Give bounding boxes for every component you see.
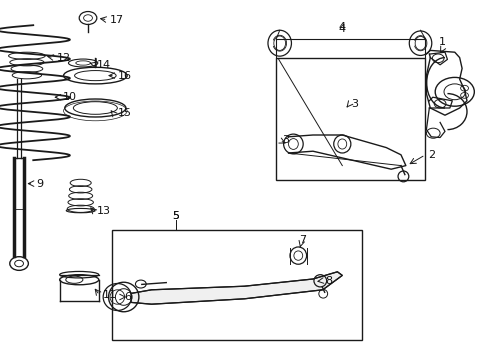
Text: 14: 14	[97, 60, 111, 70]
Text: 3: 3	[282, 135, 289, 145]
Text: 3: 3	[350, 99, 357, 109]
Text: 12: 12	[57, 53, 71, 63]
Text: 9: 9	[37, 179, 44, 189]
Text: 5: 5	[172, 211, 179, 221]
Text: 11: 11	[102, 290, 117, 300]
Text: 8: 8	[325, 276, 332, 286]
Text: 6: 6	[124, 292, 131, 302]
Text: 15: 15	[117, 108, 131, 118]
Text: 2: 2	[427, 150, 434, 160]
Text: 16: 16	[117, 71, 131, 81]
Text: 7: 7	[298, 235, 305, 245]
Text: 4: 4	[338, 24, 345, 34]
Text: 4: 4	[338, 22, 345, 32]
Text: 17: 17	[110, 15, 124, 25]
Text: 1: 1	[438, 37, 445, 47]
Text: 13: 13	[97, 206, 111, 216]
Polygon shape	[131, 272, 342, 304]
Bar	[112, 230, 361, 340]
Text: 10: 10	[62, 92, 77, 102]
Text: 5: 5	[172, 211, 179, 221]
Bar	[276, 58, 425, 180]
